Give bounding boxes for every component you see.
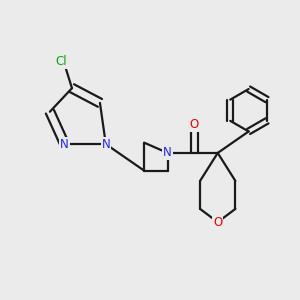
Text: O: O: [213, 216, 222, 229]
Text: O: O: [190, 118, 199, 131]
Text: N: N: [60, 138, 69, 151]
Text: N: N: [101, 138, 110, 151]
Text: Cl: Cl: [56, 55, 68, 68]
Text: N: N: [163, 146, 172, 159]
